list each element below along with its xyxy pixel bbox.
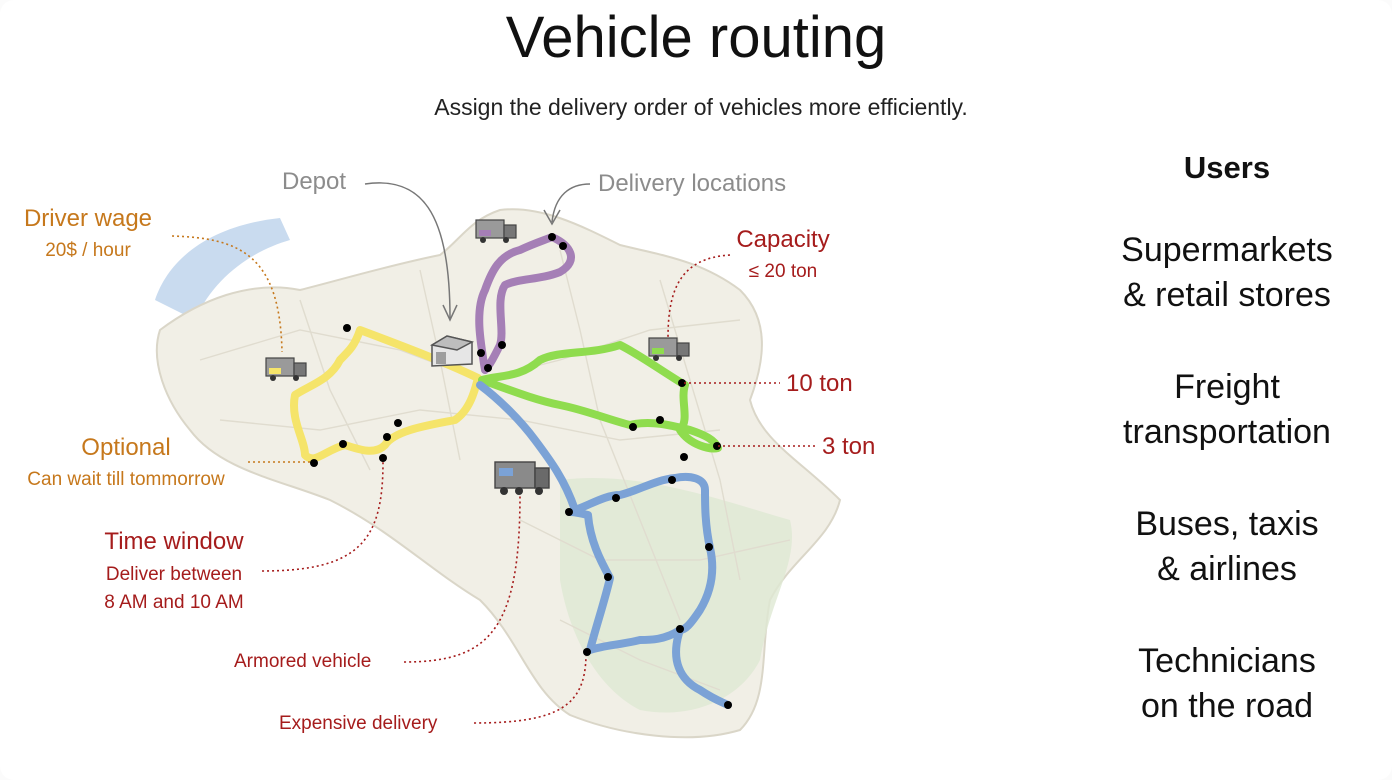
route-blue	[476, 381, 732, 709]
depot-pointer-arrowhead	[442, 304, 458, 322]
delivery-point	[565, 508, 573, 516]
delivery-point	[668, 476, 676, 484]
delivery-point	[343, 324, 351, 332]
depot-label: Depot	[282, 168, 346, 195]
user-item-supermarkets: Supermarkets & retail stores	[1090, 228, 1364, 318]
truck-icon-green	[648, 337, 690, 361]
truck-icon-yellow	[265, 357, 307, 381]
user-item-line: Freight	[1174, 368, 1280, 406]
user-item-technicians: Technicians on the road	[1090, 639, 1364, 729]
delivery-point	[498, 341, 506, 349]
three-ton-label: 3 ton	[822, 433, 875, 460]
route-purple	[475, 233, 575, 374]
expensive-delivery-leader-line	[473, 655, 587, 724]
user-item-line: transportation	[1123, 413, 1331, 451]
forest-area	[560, 478, 793, 713]
delivery-locations-label: Delivery locations	[598, 170, 786, 197]
optional-label: Optional	[81, 434, 170, 461]
users-panel: Users Supermarkets & retail stores Freig…	[1090, 150, 1364, 776]
delivery-point	[548, 233, 556, 241]
user-item-line: Supermarkets	[1121, 231, 1333, 269]
delivery-point	[705, 543, 713, 551]
time-window-line2: 8 AM and 10 AM	[104, 592, 243, 613]
delivery-point	[477, 349, 485, 357]
capacity-value: ≤ 20 ton	[749, 261, 818, 282]
time-window-label: Time window	[104, 528, 244, 555]
user-item-line: Buses, taxis	[1135, 505, 1319, 543]
delivery-point	[559, 242, 567, 250]
users-heading: Users	[1183, 150, 1271, 185]
delivery-point	[629, 423, 637, 431]
armored-vehicle-leader-line	[403, 493, 521, 663]
time-window-leader-line	[261, 461, 384, 572]
delivery-point	[583, 648, 591, 656]
delivery-point	[676, 625, 684, 633]
delivery-point	[724, 701, 732, 709]
delivery-point	[678, 379, 686, 387]
delivery-point	[680, 453, 688, 461]
user-item-freight: Freight transportation	[1090, 365, 1364, 455]
ten-ton-label: 10 ton	[786, 370, 853, 397]
optional-detail: Can wait till tommorrow	[27, 469, 225, 490]
depot-pointer-arrow	[364, 182, 451, 319]
delivery-point	[383, 433, 391, 441]
delivery-point	[612, 494, 620, 502]
delivery-point	[656, 416, 664, 424]
route-yellow	[290, 326, 482, 463]
delivery-point	[310, 459, 318, 467]
delivery-point	[394, 419, 402, 427]
page-title: Vehicle routing	[505, 5, 887, 70]
user-item-transport: Buses, taxis & airlines	[1090, 502, 1364, 592]
user-item-line: & airlines	[1157, 550, 1297, 588]
depot-icon	[429, 335, 475, 367]
page-subtitle: Assign the delivery order of vehicles mo…	[434, 94, 968, 120]
delivery-point	[339, 440, 347, 448]
user-item-line: & retail stores	[1123, 276, 1331, 314]
capacity-label: Capacity	[736, 226, 829, 253]
delivery-point	[379, 454, 387, 462]
user-item-line: Technicians	[1138, 642, 1316, 680]
capacity-leader-line	[667, 254, 731, 339]
delivery-locations-pointer-arrow	[551, 183, 591, 223]
delivery-points	[310, 233, 732, 709]
armored-vehicle-label: Armored vehicle	[234, 651, 371, 672]
user-item-line: on the road	[1140, 687, 1314, 725]
delivery-point	[484, 364, 492, 372]
driver-wage-label: Driver wage	[24, 205, 152, 232]
time-window-line1: Deliver between	[106, 564, 242, 585]
delivery-point	[713, 442, 721, 450]
sea-area	[155, 218, 290, 320]
truck-icon-purple	[475, 219, 517, 243]
route-green	[478, 341, 722, 453]
expensive-delivery-label: Expensive delivery	[279, 713, 438, 734]
delivery-locations-pointer-arrowhead	[543, 209, 561, 226]
armored-truck-icon-blue	[494, 461, 550, 495]
delivery-point	[604, 573, 612, 581]
driver-wage-value: 20$ / hour	[45, 240, 131, 261]
